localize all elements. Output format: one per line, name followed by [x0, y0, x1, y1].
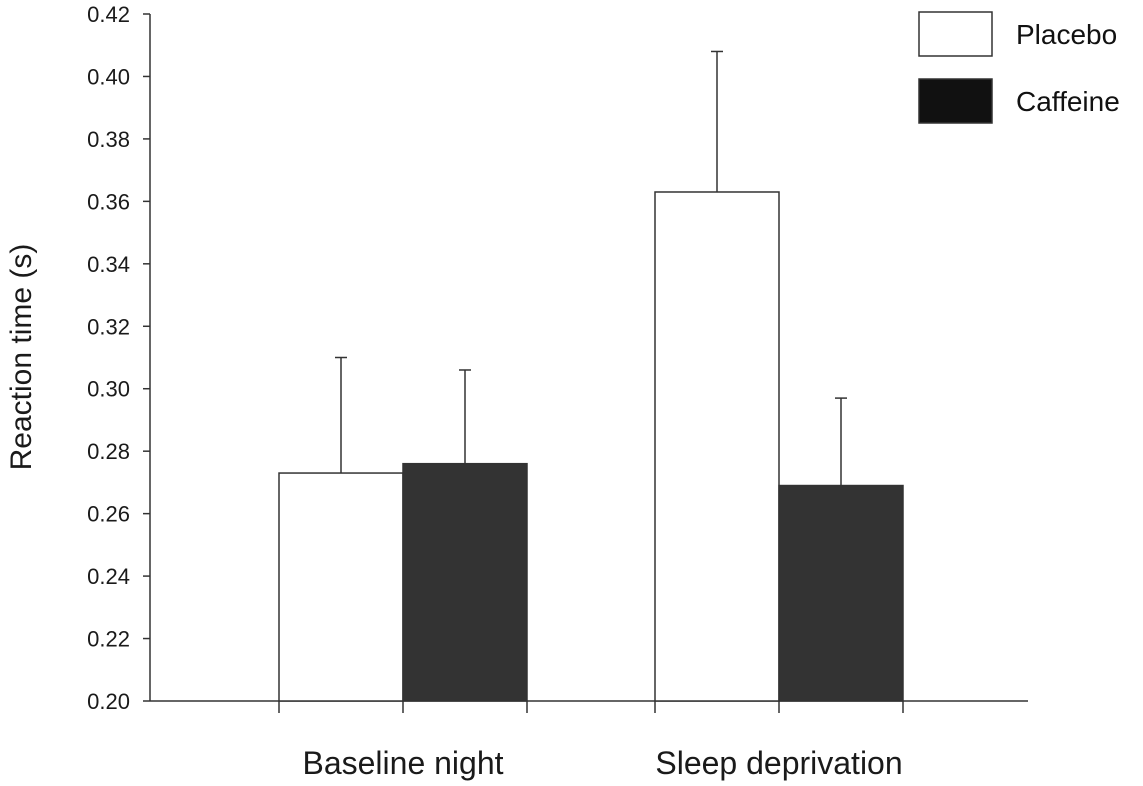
- y-tick-label: 0.38: [87, 127, 130, 152]
- x-axis: [150, 700, 1028, 713]
- bar-caffeine-baseline: [402, 462, 528, 702]
- y-tick-label: 0.26: [87, 502, 130, 527]
- error-bars-group: [335, 50, 847, 486]
- y-tick-label: 0.20: [87, 689, 130, 714]
- legend-swatch-caffeine: [918, 78, 993, 124]
- x-category-label: Sleep deprivation: [655, 745, 902, 781]
- y-tick-label: 0.30: [87, 377, 130, 402]
- y-tick-label: 0.34: [87, 252, 130, 277]
- category-labels: Baseline night Sleep deprivation: [302, 745, 902, 781]
- y-tick-label: 0.24: [87, 564, 130, 589]
- y-tick-label: 0.28: [87, 439, 130, 464]
- legend-swatch-placebo: [918, 11, 993, 57]
- bar-placebo-baseline: [278, 472, 404, 702]
- y-tick-label: 0.22: [87, 627, 130, 652]
- y-tick-label: 0.40: [87, 64, 130, 89]
- y-tick-label: 0.42: [87, 2, 130, 27]
- y-axis: 0.20 0.22 0.24 0.26 0.28 0.30 0.32 0.34 0.36 0.38…: [87, 2, 151, 714]
- bars-group: [278, 191, 904, 702]
- legend: Placebo Caffeine: [918, 11, 1120, 124]
- y-tick-label: 0.32: [87, 314, 130, 339]
- legend-label-caffeine: Caffeine: [1016, 86, 1120, 117]
- bar-placebo-sleep-deprivation: [654, 191, 780, 702]
- x-category-label: Baseline night: [302, 745, 503, 781]
- legend-label-placebo: Placebo: [1016, 19, 1117, 50]
- y-axis-title: Reaction time (s): [5, 244, 38, 471]
- bar-caffeine-sleep-deprivation: [778, 484, 904, 702]
- y-tick-label: 0.36: [87, 189, 130, 214]
